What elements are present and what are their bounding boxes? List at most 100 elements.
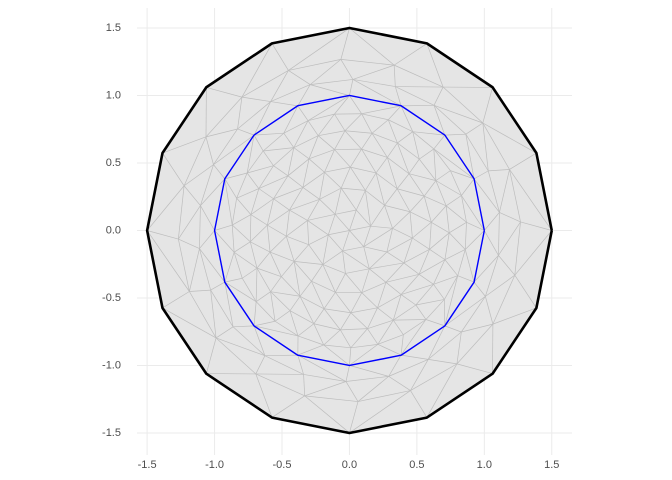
mesh-edge (307, 199, 320, 221)
mesh-edge (433, 86, 444, 106)
mesh-edge (322, 264, 336, 293)
mesh-edge (241, 70, 289, 98)
mesh-edge (409, 211, 432, 223)
mesh-edge (146, 185, 185, 231)
y-tick-label: 0.0 (106, 224, 121, 236)
mesh-edge (369, 251, 388, 270)
mesh-edge (294, 261, 323, 265)
mesh-edge (371, 119, 389, 134)
mesh-edge (199, 230, 215, 249)
mesh-edge (429, 249, 446, 260)
mesh-edge (473, 170, 489, 180)
mesh-edge (273, 175, 289, 199)
mesh-edge (266, 198, 274, 226)
mesh-edge (345, 376, 389, 382)
mesh-edge (403, 262, 420, 275)
mesh-edge (361, 113, 373, 134)
mesh-edge (213, 128, 238, 165)
mesh-edge (297, 344, 324, 356)
mesh-edge (214, 230, 235, 253)
mesh-edge (401, 354, 429, 360)
mesh-edge (415, 304, 427, 320)
mesh-edge (340, 59, 395, 66)
mesh-edge (289, 209, 308, 221)
mesh-edge (231, 225, 235, 253)
x-tick-label: -0.5 (273, 459, 292, 471)
mesh-edge (297, 354, 347, 382)
mesh-edge (206, 337, 217, 374)
mesh-edge (433, 275, 458, 285)
mesh-edge (355, 190, 366, 211)
mesh-edge (340, 328, 368, 331)
mesh-edge (288, 27, 350, 71)
mesh-edge (384, 205, 393, 229)
mesh-edge (461, 195, 467, 223)
mesh-edge (361, 268, 370, 293)
mesh-edge (345, 381, 359, 402)
mesh-edge (302, 171, 325, 188)
mesh-edge (388, 354, 402, 377)
mesh-edge (412, 237, 430, 250)
mesh-edge (319, 199, 336, 215)
mesh-edge (394, 86, 402, 106)
mesh-edge (253, 325, 266, 356)
mesh-edge (334, 214, 350, 231)
mesh-edge (322, 264, 346, 274)
mesh-edge (356, 209, 371, 227)
mesh-edge (233, 241, 251, 253)
mesh-edge (400, 274, 420, 295)
mesh-edge (281, 261, 295, 277)
mesh-edge (361, 148, 388, 158)
mesh-edge (396, 173, 410, 189)
mesh-edge (395, 86, 435, 106)
mesh-edge (400, 319, 427, 356)
mesh-edge (492, 275, 516, 325)
mesh-edge (200, 178, 226, 206)
mesh-edge (484, 230, 499, 256)
mesh-edge (335, 273, 346, 293)
mesh-edge (520, 221, 552, 231)
mesh-edge (250, 224, 268, 243)
mesh-edge (289, 310, 299, 337)
mesh-edge (427, 331, 462, 360)
mesh-edge (419, 148, 435, 160)
mesh-edge (418, 158, 437, 181)
mesh-edge (369, 268, 387, 283)
mesh-edge (271, 43, 289, 71)
mesh-edge (256, 267, 282, 278)
mesh-edge (340, 329, 352, 349)
mesh-edge (215, 337, 266, 357)
mesh-edge (509, 152, 537, 170)
mesh-edge (350, 307, 378, 314)
mesh-edge (189, 248, 200, 292)
mesh-edge (365, 172, 377, 191)
mesh-edge (465, 122, 484, 135)
mesh-edge (350, 343, 378, 349)
mesh-edge (342, 250, 346, 274)
mesh-edge (258, 188, 274, 200)
mesh-edge (307, 220, 329, 236)
mesh-edge (423, 180, 437, 197)
mesh-edge (433, 148, 451, 171)
mesh-edge (255, 268, 258, 302)
mesh-edge (363, 246, 370, 269)
mesh-edge (237, 97, 243, 130)
mesh-edge (313, 323, 325, 346)
mesh-edge (388, 376, 411, 391)
mesh-edge (262, 132, 285, 152)
mesh-edge (224, 282, 234, 327)
mesh-edge (345, 273, 363, 293)
mesh-edge (323, 329, 341, 346)
mesh-edge (445, 205, 450, 233)
mesh-edge (424, 195, 447, 207)
mesh-edge (375, 157, 388, 174)
mesh-edge (444, 259, 459, 276)
mesh-edge (342, 230, 350, 252)
mesh-edge (499, 212, 521, 223)
mesh-edge (488, 169, 510, 172)
mesh-edge (392, 294, 402, 321)
mesh-edge (162, 152, 185, 186)
mesh-edge (310, 79, 353, 85)
mesh-edge (361, 113, 389, 121)
mesh-edge (199, 248, 226, 283)
